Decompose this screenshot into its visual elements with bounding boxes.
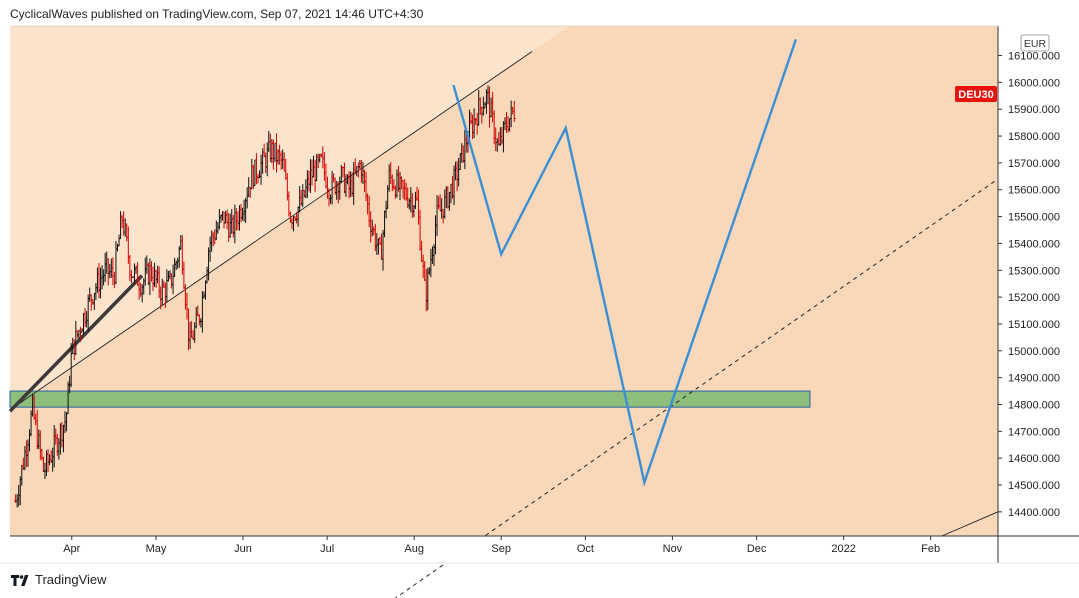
time-tick-label: Oct — [577, 543, 594, 555]
time-tick-label: 2022 — [831, 543, 855, 555]
channel-upper-line — [9, 51, 533, 411]
price-tick-label: 16000.000 — [1008, 77, 1060, 89]
footer-brand: TradingView — [35, 572, 107, 587]
support-zone — [9, 390, 811, 408]
label-layer: EUR DEU30 — [955, 34, 1050, 102]
price-tick-label: 15200.000 — [1008, 292, 1060, 304]
candle-layer — [14, 85, 516, 508]
footer: TradingView — [10, 572, 107, 587]
background-layer — [10, 26, 998, 536]
axis-layer: 16100.000 16000.000 15900.000 15800.000 1570… — [0, 0, 1079, 564]
time-tick-label: Jun — [234, 543, 252, 555]
time-tick-label: Jul — [320, 543, 334, 555]
time-tick-label: Feb — [921, 543, 940, 555]
time-tick-label: Dec — [747, 543, 767, 555]
time-tick-label: May — [146, 543, 167, 555]
price-tick-label: 15400.000 — [1008, 238, 1060, 250]
time-tick-label: Nov — [663, 543, 683, 555]
channel-fill — [10, 26, 998, 536]
tradingview-logo-icon — [11, 574, 29, 586]
price-tick-label: 16100.000 — [1008, 51, 1060, 63]
support-zone-layer — [9, 390, 811, 408]
price-tick-label: 14500.000 — [1008, 480, 1060, 492]
price-tick-label: 15800.000 — [1008, 131, 1060, 143]
time-tick-label: Apr — [63, 543, 80, 555]
price-axis-bg — [998, 0, 1079, 563]
projection-layer — [452, 39, 798, 487]
symbol-badge — [955, 86, 997, 102]
channel-lower-line — [394, 178, 999, 598]
time-tick-label: Aug — [404, 543, 424, 555]
price-tick-label: 14800.000 — [1008, 399, 1060, 411]
currency-label-box — [1020, 34, 1050, 52]
price-tick-label: 15900.000 — [1008, 104, 1060, 116]
price-tick-label: 14400.000 — [1008, 507, 1060, 519]
time-tick-label: Sep — [491, 543, 511, 555]
symbol-badge-label: DEU30 — [958, 89, 993, 101]
price-tick-label: 15100.000 — [1008, 319, 1060, 331]
price-tick-label: 15700.000 — [1008, 158, 1060, 170]
price-tick-label: 14700.000 — [1008, 426, 1060, 438]
projection-path — [452, 39, 798, 487]
price-tick-label: 14900.000 — [1008, 373, 1060, 385]
time-axis-bg — [0, 536, 1079, 563]
currency-label: EUR — [1024, 38, 1047, 50]
corner-line-line — [941, 511, 999, 537]
price-tick-label: 14600.000 — [1008, 453, 1060, 465]
price-tick-label: 15000.000 — [1008, 346, 1060, 358]
price-tick-label: 15600.000 — [1008, 185, 1060, 197]
publisher-line: CyclicalWaves published on TradingView.c… — [10, 7, 424, 21]
price-tick-label: 15500.000 — [1008, 212, 1060, 224]
price-tick-label: 15300.000 — [1008, 265, 1060, 277]
